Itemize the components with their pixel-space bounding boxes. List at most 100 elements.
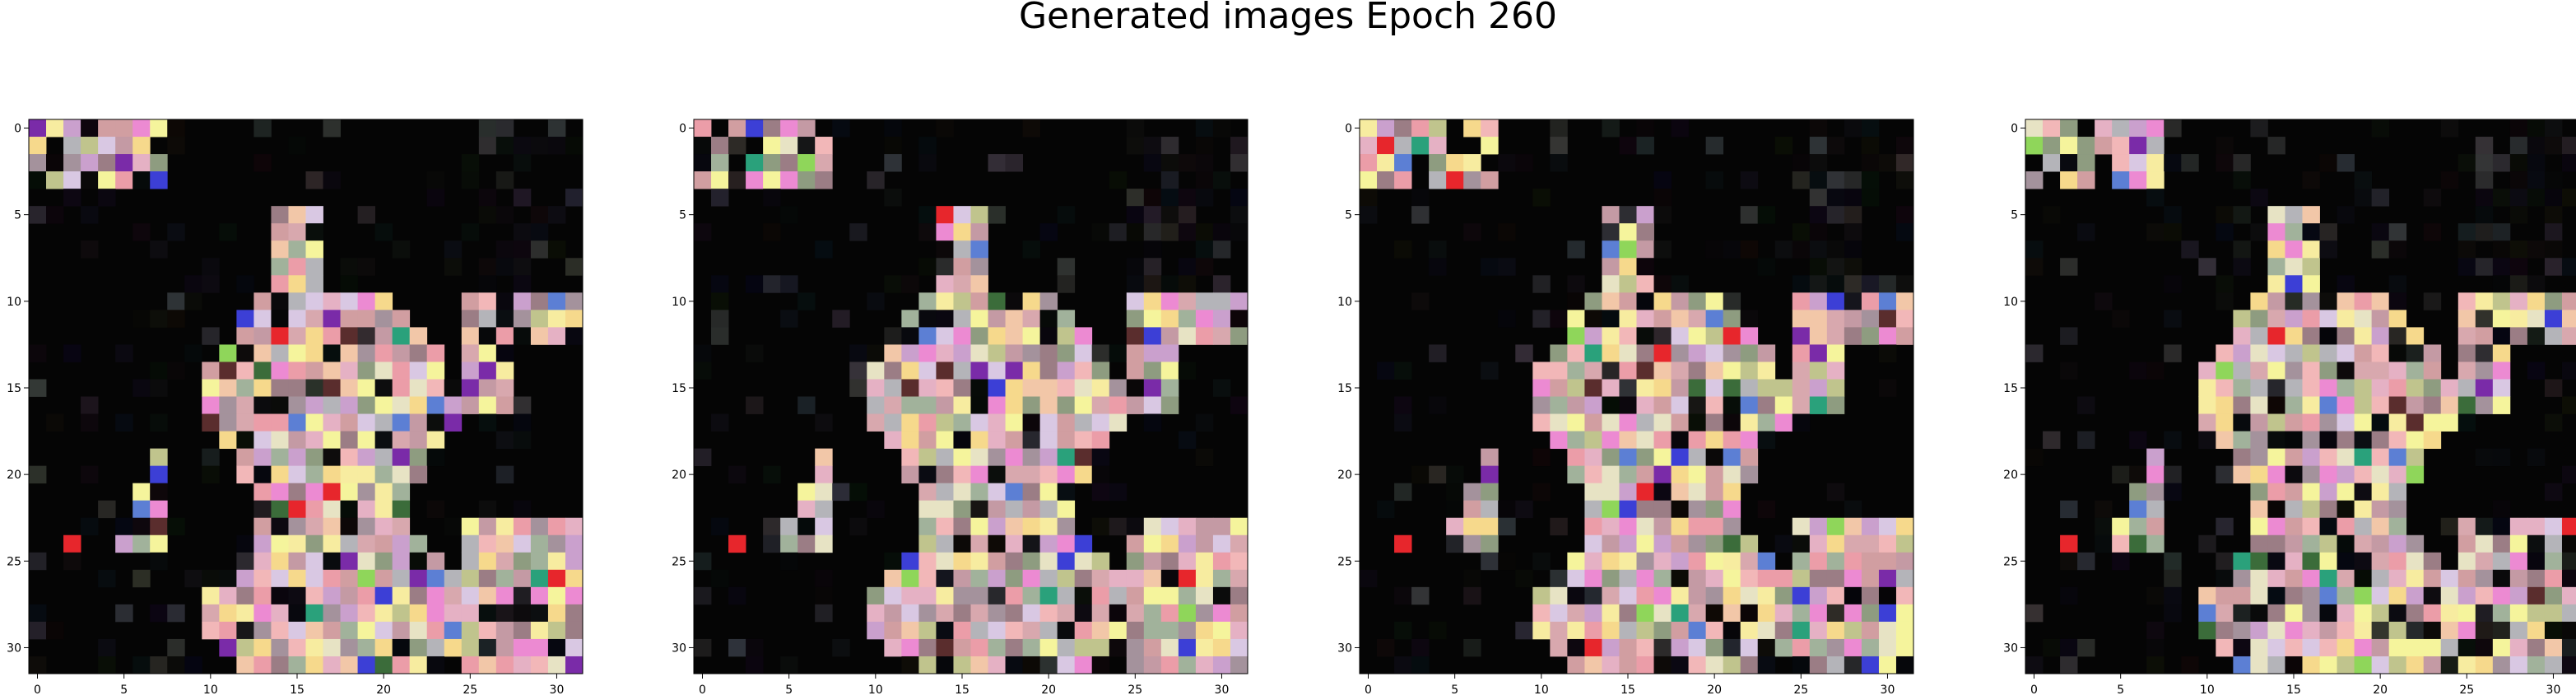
pixel-cell: [236, 621, 254, 640]
pixel-cell: [2527, 656, 2546, 674]
pixel-cell: [392, 413, 411, 432]
pixel-cell: [357, 483, 376, 502]
pixel-cell: [1532, 552, 1551, 571]
pixel-cell: [1878, 379, 1897, 397]
pixel-cell: [202, 621, 220, 640]
pixel-cell: [988, 292, 1006, 310]
pixel-cell: [565, 517, 584, 536]
pixel-cell: [988, 638, 1006, 657]
pixel-cell: [953, 517, 971, 536]
pixel-cell: [2060, 534, 2078, 553]
pixel-cell: [728, 638, 746, 657]
pixel-cell: [2060, 258, 2078, 276]
pixel-cell: [1074, 362, 1093, 380]
pixel-cell: [426, 552, 445, 571]
pixel-cell: [1740, 569, 1759, 588]
pixel-cell: [1143, 656, 1162, 674]
pixel-cell: [2060, 154, 2078, 172]
pixel-cell: [1498, 223, 1516, 241]
pixel-cell: [832, 638, 850, 657]
pixel-cell: [530, 638, 549, 657]
pixel-cell: [763, 465, 781, 484]
pixel-cell: [409, 396, 428, 414]
pixel-cell: [357, 534, 376, 553]
pixel-cell: [2198, 586, 2216, 605]
pixel-cell: [832, 310, 850, 328]
pixel-cell: [513, 586, 532, 605]
pixel-cell: [1230, 223, 1248, 241]
pixel-cell: [1446, 500, 1464, 519]
pixel-cell: [236, 534, 254, 553]
pixel-cell: [2561, 517, 2576, 536]
pixel-cell: [1126, 275, 1145, 293]
pixel-cell: [2509, 604, 2528, 623]
pixel-cell: [884, 189, 902, 207]
pixel-cell: [29, 621, 47, 640]
pixel-cell: [46, 413, 64, 432]
pixel-cell: [1005, 517, 1023, 536]
pixel-cell: [1619, 534, 1637, 553]
pixel-cell: [219, 638, 237, 657]
pixel-cell: [2267, 465, 2285, 484]
pixel-cell: [1109, 621, 1128, 640]
pixel-cell: [1126, 327, 1145, 345]
pixel-cell: [867, 396, 885, 414]
pixel-cell: [2285, 344, 2303, 362]
pixel-cell: [478, 396, 497, 414]
pixel-cell: [1757, 569, 1776, 588]
pixel-cell: [746, 638, 764, 657]
pixel-cell: [1005, 310, 1023, 328]
pixel-cell: [2250, 362, 2268, 380]
pixel-cell: [1705, 413, 1724, 432]
pixel-cell: [323, 119, 341, 138]
pixel-cell: [1705, 431, 1724, 449]
pixel-cell: [444, 586, 463, 605]
pixel-cell: [2406, 379, 2425, 397]
pixel-cell: [2354, 413, 2373, 432]
pixel-cell: [2146, 189, 2164, 207]
pixel-cell: [1792, 344, 1811, 362]
pixel-cell: [1039, 552, 1058, 571]
pixel-cell: [1394, 621, 1412, 640]
pixel-cell: [2250, 431, 2268, 449]
pixel-cell: [2527, 189, 2546, 207]
pixel-cell: [953, 621, 971, 640]
pixel-cell: [513, 431, 532, 449]
pixel-cell: [1005, 500, 1023, 519]
pixel-cell: [1792, 292, 1811, 310]
pixel-cell: [2561, 362, 2576, 380]
pixel-cell: [2457, 604, 2476, 623]
pixel-cell: [1091, 604, 1110, 623]
pixel-cell: [1809, 621, 1828, 640]
pixel-cell: [901, 327, 919, 345]
pixel-cell: [1584, 552, 1602, 571]
pixel-cell: [1809, 362, 1828, 380]
pixel-cell: [1844, 586, 1862, 605]
pixel-cell: [2233, 310, 2251, 328]
pixel-cell: [2440, 656, 2459, 674]
pixel-cell: [1671, 569, 1689, 588]
pixel-cell: [2337, 465, 2355, 484]
pixel-cell: [1532, 621, 1551, 640]
pixel-cell: [1394, 534, 1412, 553]
pixel-cell: [2164, 119, 2182, 138]
pixel-cell: [323, 327, 341, 345]
pixel-cell: [133, 483, 151, 502]
pixel-cell: [2337, 362, 2355, 380]
pixel-cell: [815, 500, 833, 519]
pixel-cell: [763, 119, 781, 138]
pixel-cell: [2406, 569, 2425, 588]
pixel-cell: [271, 275, 289, 293]
pixel-cell: [81, 137, 99, 155]
pixel-cell: [1212, 534, 1231, 553]
pixel-cell: [763, 189, 781, 207]
pixel-cell: [2388, 500, 2407, 519]
pixel-cell: [901, 465, 919, 484]
pixel-cell: [1723, 413, 1741, 432]
pixel-cell: [728, 586, 746, 605]
pixel-cell: [1584, 534, 1602, 553]
pixel-cell: [323, 171, 341, 189]
pixel-cell: [2561, 396, 2576, 414]
pixel-cell: [2423, 413, 2442, 432]
pixel-cell: [2371, 431, 2390, 449]
